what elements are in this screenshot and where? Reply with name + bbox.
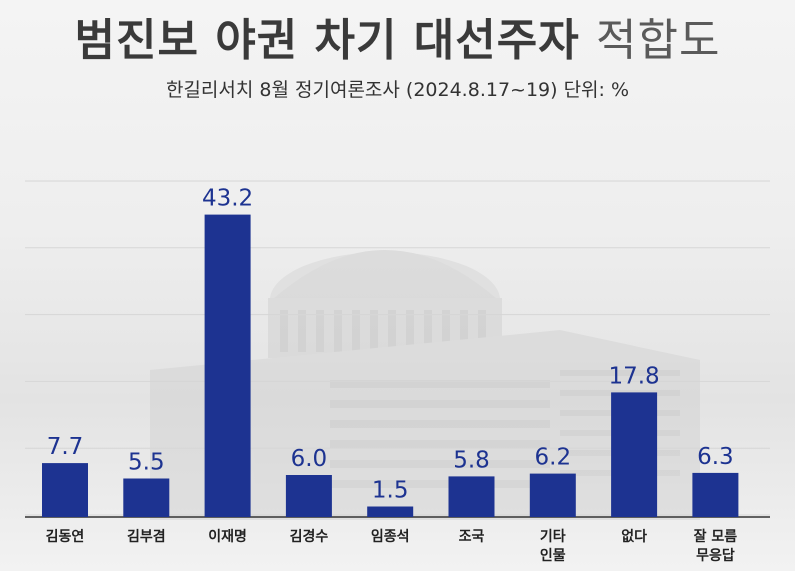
category-label: 김동연 [46, 528, 85, 545]
value-label: 6.0 [291, 446, 328, 472]
title-light: 적합도 [596, 15, 721, 66]
value-label: 43.2 [202, 186, 253, 212]
category-label: 김경수 [290, 528, 329, 545]
value-label: 5.8 [453, 447, 490, 473]
category-label: 김부겸 [127, 528, 166, 545]
value-label: 1.5 [372, 478, 409, 504]
bar [692, 472, 739, 517]
category-label: 인물 [540, 547, 566, 564]
chart-title: 범진보 야권 차기 대선주자 적합도 [0, 4, 795, 68]
category-label: 없다 [621, 529, 647, 545]
category-label: 임종석 [371, 529, 410, 545]
title-main: 범진보 야권 차기 대선주자 [74, 15, 580, 66]
category-label: 무응답 [696, 547, 735, 564]
bar [285, 475, 332, 517]
category-label: 이재명 [208, 528, 247, 545]
bar [611, 392, 658, 517]
chart-subtitle: 한길리서치 8월 정기여론조사 (2024.8.17~19) 단위: % [165, 79, 630, 101]
value-label: 6.2 [535, 445, 572, 471]
value-label: 17.8 [608, 363, 659, 389]
bar [367, 506, 414, 517]
bar [123, 478, 170, 517]
bar [529, 473, 576, 517]
bar [42, 463, 88, 517]
value-label: 6.3 [697, 444, 734, 470]
category-label: 조국 [459, 529, 485, 545]
bars [42, 214, 739, 517]
value-labels: 7.7 5.5 43.2 6.0 1.5 5.8 6.2 17.8 6.3 [47, 186, 734, 504]
category-label: 잘 모름 [694, 529, 738, 545]
value-label: 5.5 [128, 450, 165, 476]
bar [448, 476, 495, 517]
category-label: 기타 [540, 529, 566, 545]
value-label: 7.7 [47, 434, 84, 460]
bar [204, 214, 251, 517]
